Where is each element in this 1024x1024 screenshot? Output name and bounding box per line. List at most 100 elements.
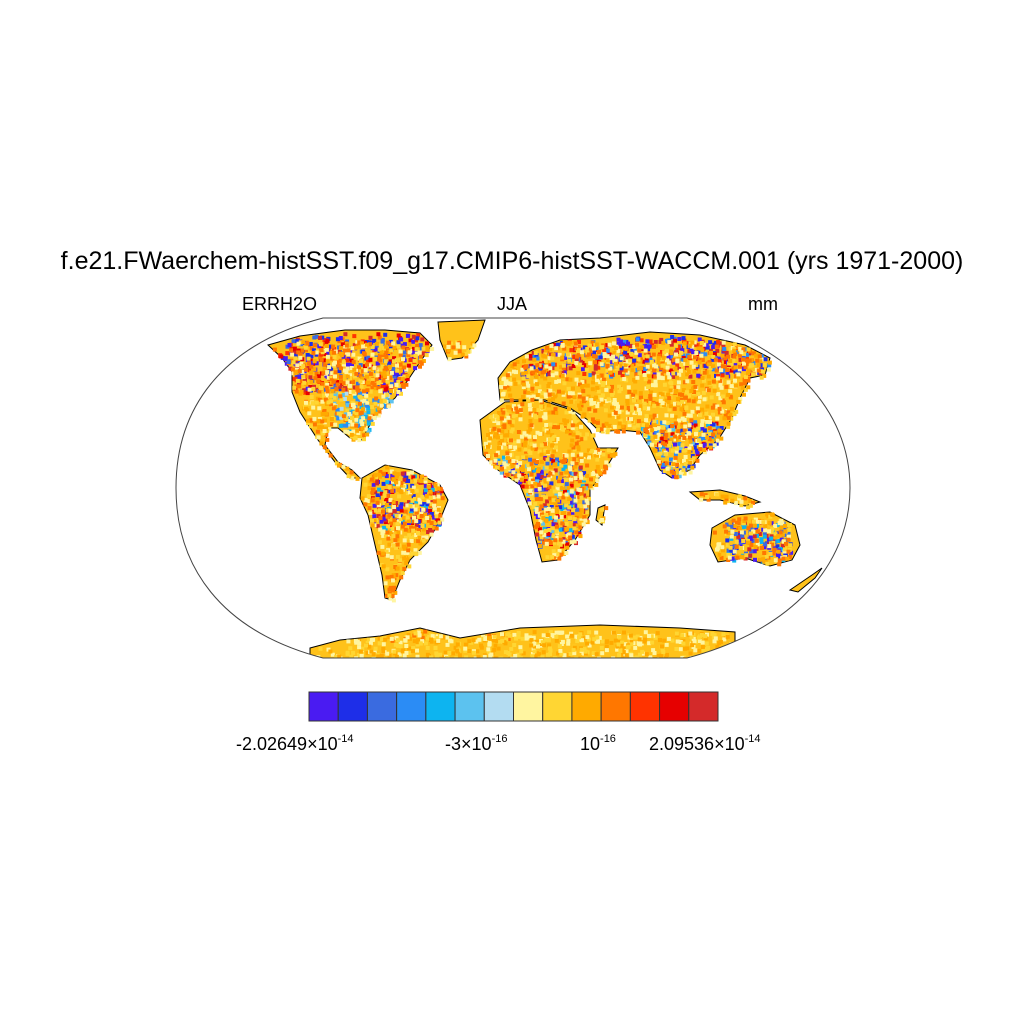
- data-cell: [568, 516, 572, 521]
- data-cell: [486, 647, 491, 652]
- data-cell: [715, 546, 720, 551]
- data-cell: [307, 368, 312, 373]
- data-cell: [631, 641, 636, 646]
- data-cell: [471, 638, 476, 643]
- data-cell: [401, 550, 406, 555]
- data-cell: [322, 429, 327, 433]
- data-cell: [691, 637, 696, 641]
- data-cell: [682, 646, 687, 651]
- data-cell: [660, 392, 665, 397]
- data-cell: [541, 494, 545, 499]
- data-cell: [654, 343, 659, 348]
- data-cell: [296, 350, 301, 355]
- data-cell: [593, 366, 598, 371]
- data-cell: [447, 357, 452, 362]
- data-cell: [405, 503, 410, 508]
- data-cell: [366, 637, 371, 642]
- data-cell: [331, 379, 336, 384]
- data-cell: [719, 367, 724, 372]
- data-cell: [523, 447, 528, 452]
- data-cell: [328, 344, 333, 349]
- data-cell: [729, 524, 734, 529]
- data-cell: [682, 436, 687, 440]
- data-cell: [577, 382, 582, 387]
- data-cell: [737, 517, 742, 522]
- data-cell: [505, 456, 510, 461]
- data-cell: [582, 515, 587, 520]
- data-cell: [726, 415, 731, 420]
- data-cell: [385, 508, 390, 513]
- data-cell: [762, 551, 767, 555]
- data-cell: [665, 652, 669, 657]
- data-cell: [500, 638, 505, 643]
- data-cell: [421, 527, 426, 532]
- data-cell: [641, 423, 646, 428]
- data-cell: [579, 350, 584, 355]
- data-cell: [724, 350, 729, 355]
- data-cell: [389, 469, 394, 474]
- data-cell: [751, 519, 756, 524]
- data-cell: [528, 427, 533, 432]
- data-cell: [681, 448, 686, 453]
- data-cell: [369, 649, 374, 654]
- data-cell: [394, 501, 399, 505]
- data-cell: [664, 656, 669, 658]
- data-cell: [672, 401, 677, 406]
- data-cell: [543, 448, 548, 453]
- data-cell: [520, 484, 525, 489]
- data-cell: [682, 427, 687, 432]
- data-cell: [498, 660, 502, 664]
- data-cell: [385, 530, 390, 535]
- data-cell: [532, 357, 537, 362]
- data-cell: [558, 505, 563, 510]
- data-cell: [557, 492, 562, 497]
- data-cell: [357, 356, 362, 361]
- data-cell: [521, 382, 526, 387]
- data-cell: [398, 369, 403, 374]
- data-cell: [350, 416, 354, 421]
- data-cell: [413, 366, 418, 371]
- data-cell: [740, 385, 745, 390]
- data-cell: [397, 387, 402, 392]
- data-cell: [381, 471, 386, 476]
- data-cell: [319, 386, 323, 391]
- data-cell: [388, 480, 393, 485]
- data-cell: [327, 427, 332, 432]
- data-cell: [600, 429, 605, 434]
- data-cell: [377, 353, 382, 358]
- data-cell: [396, 480, 401, 485]
- data-cell: [746, 526, 751, 531]
- data-cell: [703, 364, 708, 369]
- data-cell: [717, 359, 722, 364]
- data-cell: [668, 388, 673, 393]
- data-cell: [366, 494, 371, 499]
- data-cell: [333, 393, 338, 398]
- data-cell: [399, 508, 404, 513]
- data-cell: [361, 424, 366, 429]
- data-cell: [398, 362, 403, 367]
- data-cell: [552, 553, 557, 558]
- data-cell: [696, 392, 701, 397]
- data-cell: [360, 380, 365, 384]
- data-cell: [569, 631, 574, 636]
- data-cell: [680, 392, 684, 397]
- data-cell: [548, 422, 553, 427]
- data-cell: [519, 434, 524, 439]
- data-cell: [529, 638, 534, 643]
- data-cell: [426, 499, 431, 504]
- data-cell: [568, 465, 572, 470]
- data-cell: [547, 398, 552, 403]
- data-cell: [492, 647, 497, 652]
- data-cell: [696, 426, 701, 431]
- data-cell: [511, 476, 516, 481]
- data-cell: [713, 357, 718, 362]
- data-cell: [546, 637, 551, 642]
- data-cell: [377, 487, 382, 492]
- data-cell: [726, 552, 731, 557]
- data-cell: [597, 401, 601, 406]
- data-cell: [604, 421, 609, 426]
- data-cell: [366, 406, 371, 410]
- data-cell: [661, 355, 666, 360]
- data-cell: [678, 435, 683, 439]
- data-cell: [370, 385, 375, 390]
